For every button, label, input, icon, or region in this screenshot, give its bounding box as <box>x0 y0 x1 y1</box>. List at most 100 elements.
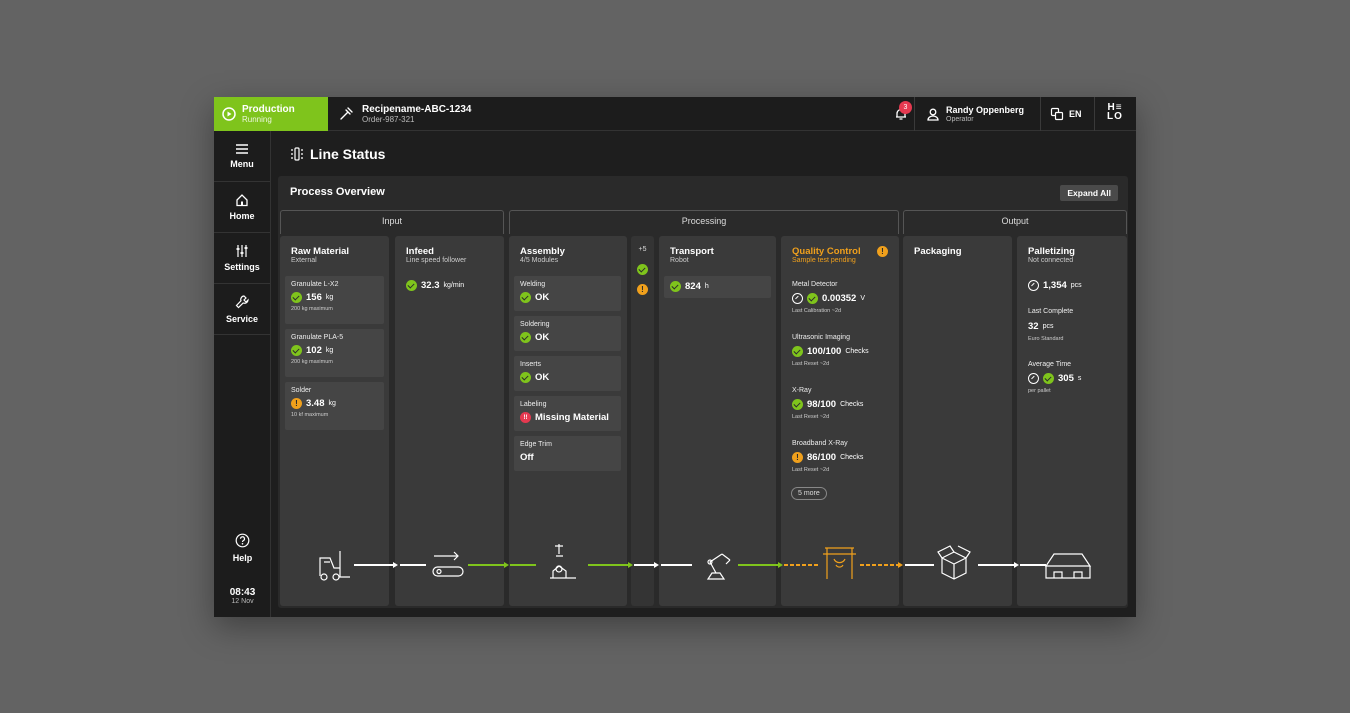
sidebar-item-label: Menu <box>230 159 254 169</box>
group-input: Input <box>280 210 504 234</box>
trend-icon <box>1028 280 1039 291</box>
warning-icon <box>291 398 302 409</box>
last-complete-unit: pcs <box>1042 323 1054 330</box>
recipe-name: Recipename-ABC-1234 <box>362 104 472 115</box>
average-time-value: 305 <box>1058 373 1074 384</box>
qc-value: 98/100 <box>807 399 837 410</box>
user-role: Operator <box>946 115 974 123</box>
card-note: 200 kg maximum <box>291 359 333 365</box>
station-title: Raw Material <box>291 246 350 257</box>
station-subtitle: External <box>291 257 317 264</box>
station-assembly[interactable]: Assembly 4/5 Modules Welding OK Solderin… <box>509 236 627 606</box>
user-icon <box>927 108 939 121</box>
qc-label: X-Ray <box>792 387 812 394</box>
station-raw-material[interactable]: Raw Material External Granulate L-X2 156… <box>280 236 389 606</box>
average-time-note: per pallet <box>1028 388 1051 394</box>
station-palletizing[interactable]: Palletizing Not connected 1,354 pcs Last … <box>1017 236 1127 606</box>
card-value: 156 <box>306 292 322 303</box>
card-value: 102 <box>306 345 322 356</box>
card-unit: kg <box>325 294 334 301</box>
card-label: Edge Trim <box>520 441 552 448</box>
check-icon <box>520 332 531 343</box>
sidebar-item-label: Home <box>229 211 255 221</box>
group-processing: Processing <box>509 210 899 234</box>
brand-logo: H≡ LO <box>1107 102 1123 122</box>
station-subtitle: Line speed follower <box>406 257 467 264</box>
average-time-unit: s <box>1077 375 1082 382</box>
clock: 08:43 12 Nov <box>214 587 271 605</box>
language-label: EN <box>1069 109 1082 119</box>
station-infeed[interactable]: Infeed Line speed follower 32.3 kg/min <box>395 236 504 606</box>
module-card[interactable]: Welding OK <box>514 276 621 311</box>
last-complete-label: Last Complete <box>1028 308 1074 315</box>
sidebar-item-home[interactable]: Home <box>214 182 270 233</box>
station-title: Quality Control <box>792 246 861 257</box>
help-button[interactable]: Help <box>214 533 271 563</box>
station-packaging[interactable]: Packaging <box>903 236 1012 606</box>
module-card[interactable]: Labeling Missing Material <box>514 396 621 431</box>
user-menu[interactable]: Randy Oppenberg Operator <box>926 97 1024 131</box>
sidebar-item-settings[interactable]: Settings <box>214 233 270 284</box>
top-bar: Production Running Recipename-ABC-1234 O… <box>214 97 1136 131</box>
help-label: Help <box>232 553 253 563</box>
station-subtitle: Sample test pending <box>792 257 856 264</box>
language-selector[interactable]: EN <box>1050 97 1082 131</box>
divider <box>914 97 915 131</box>
recipe-info[interactable]: Recipename-ABC-1234 Order-987-321 <box>338 97 472 131</box>
infeed-unit: kg/min <box>443 282 465 289</box>
user-name: Randy Oppenberg <box>946 104 1025 115</box>
qc-label: Metal Detector <box>792 281 838 288</box>
material-card[interactable]: Granulate L-X2 156 kg 200 kg maximum <box>285 276 384 324</box>
card-label: Granulate PLA-5 <box>291 334 344 341</box>
card-value: Off <box>520 452 534 463</box>
clock-time: 08:43 <box>229 587 256 598</box>
pallet-count: 1,354 <box>1043 280 1067 291</box>
card-label: Solder <box>291 387 312 394</box>
check-icon <box>670 281 681 292</box>
sidebar-item-label: Settings <box>224 262 260 272</box>
last-complete-value: 32 <box>1028 321 1039 332</box>
qc-unit: Checks <box>840 454 864 461</box>
station-quality-control[interactable]: Quality Control Sample test pending Meta… <box>781 236 899 606</box>
card-value: Missing Material <box>535 412 609 423</box>
expand-all-button[interactable]: Expand All <box>1060 185 1118 201</box>
module-card[interactable]: Edge Trim Off <box>514 436 621 471</box>
process-overview-panel: Process Overview Expand All Input Proces… <box>278 176 1128 608</box>
station-transport[interactable]: Transport Robot 824 h <box>659 236 776 606</box>
card-label: Inserts <box>520 361 542 368</box>
question-icon <box>235 533 250 548</box>
qc-note: Last Reset ~2d <box>792 467 830 473</box>
station-title: Packaging <box>914 246 962 257</box>
check-icon <box>520 372 531 383</box>
card-unit: h <box>704 283 709 290</box>
sidebar-item-menu[interactable]: Menu <box>214 131 270 182</box>
production-status-button[interactable]: Production Running <box>214 97 328 131</box>
check-icon <box>1043 373 1054 384</box>
check-icon <box>792 346 803 357</box>
card-unit: kg <box>328 400 336 407</box>
pallet-count-unit: pcs <box>1070 282 1082 289</box>
material-card[interactable]: Granulate PLA-5 102 kg 200 kg maximum <box>285 329 384 377</box>
error-icon <box>520 412 531 423</box>
qc-note: Last Calibration ~2d <box>792 308 842 314</box>
check-icon <box>291 345 302 356</box>
station-title: Palletizing <box>1028 246 1075 257</box>
module-card[interactable]: Soldering OK <box>514 316 621 351</box>
station-title: Assembly <box>520 246 565 257</box>
qc-label: Ultrasonic Imaging <box>792 334 850 341</box>
play-icon <box>222 107 236 121</box>
qc-note: Last Reset ~2d <box>792 414 830 420</box>
qc-value: 100/100 <box>807 346 842 357</box>
card-label: Welding <box>520 281 546 288</box>
runtime-card[interactable]: 824 h <box>664 276 771 298</box>
sidebar-item-service[interactable]: Service <box>214 284 270 335</box>
group-output: Output <box>903 210 1127 234</box>
module-card[interactable]: Inserts OK <box>514 356 621 391</box>
show-more-button[interactable]: 5 more <box>791 487 827 500</box>
card-value: OK <box>535 372 550 383</box>
card-value: 3.48 <box>306 398 325 409</box>
card-label: Soldering <box>520 321 550 328</box>
station-subtitle: Robot <box>670 257 689 264</box>
collapsed-stations[interactable]: +5 <box>631 236 654 606</box>
